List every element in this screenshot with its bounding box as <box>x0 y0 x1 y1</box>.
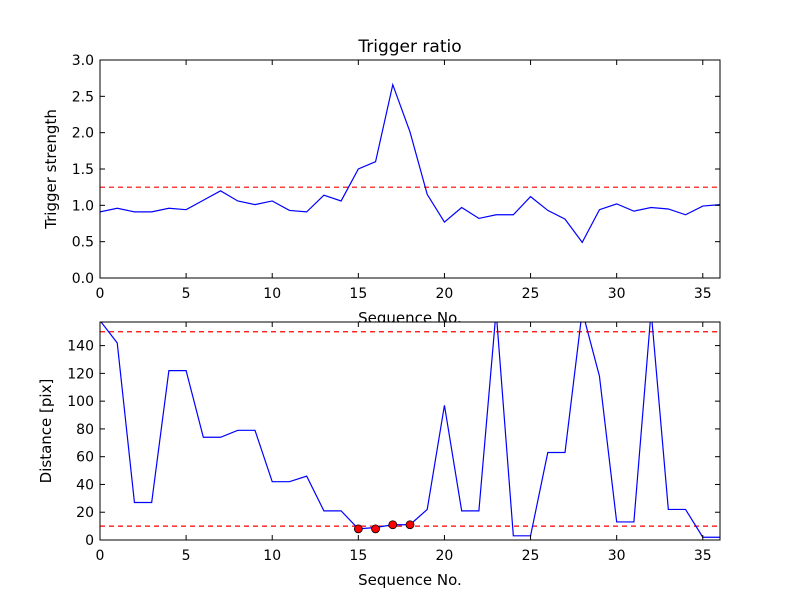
x-ticks: 0 5 10 15 20 25 30 35 <box>96 322 712 564</box>
y-tick-label: 0 <box>85 533 94 549</box>
plot-frame <box>99 321 721 541</box>
plot-area <box>100 60 720 278</box>
y-tick-label: 60 <box>76 450 94 466</box>
x-tick-label: 25 <box>522 286 540 302</box>
marker-group <box>353 520 415 534</box>
y-axis-label: Distance [pix] <box>37 379 55 484</box>
x-tick-label: 0 <box>96 548 105 564</box>
bottom-chart: Sequence No. Distance [pix] 0 5 10 15 20 25 30… <box>37 321 721 589</box>
data-point-marker <box>405 520 415 530</box>
y-tick-label: 100 <box>67 394 94 410</box>
y-tick-label: 0.5 <box>72 235 94 251</box>
x-tick-label: 5 <box>182 286 191 302</box>
x-tick-label: 35 <box>694 286 712 302</box>
y-ticks: 0 20 40 60 80 100 120 140 <box>67 339 720 549</box>
y-tick-label: 3.0 <box>72 53 94 69</box>
series-group <box>100 82 720 244</box>
x-tick-label: 10 <box>263 286 281 302</box>
y-tick-label: 120 <box>67 366 94 382</box>
y-ticks: 0.0 0.5 1.0 1.5 2.0 2.5 3.0 <box>72 53 720 287</box>
x-tick-label: 30 <box>608 286 626 302</box>
y-tick-label: 1.0 <box>72 198 94 214</box>
y-tick-label: 1.5 <box>72 162 94 178</box>
x-tick-label: 5 <box>182 548 191 564</box>
x-axis-label: Sequence No. <box>358 571 462 589</box>
x-tick-label: 35 <box>694 548 712 564</box>
x-tick-label: 10 <box>263 548 281 564</box>
x-tick-label: 15 <box>349 548 367 564</box>
data-point-marker <box>353 524 363 534</box>
data-point-marker <box>371 524 380 534</box>
x-tick-label: 30 <box>608 548 626 564</box>
plot-frame <box>99 59 721 279</box>
y-tick-label: 2.0 <box>72 126 94 142</box>
y-tick-label: 80 <box>76 422 94 438</box>
x-ticks: 0 5 10 15 20 25 30 35 <box>96 60 712 302</box>
y-tick-label: 140 <box>67 339 94 355</box>
top-chart: Trigger ratio Sequence No. Trigger stren… <box>42 37 721 327</box>
series-line <box>100 82 720 244</box>
plot-area <box>100 322 720 540</box>
x-tick-label: 20 <box>436 548 454 564</box>
y-tick-label: 0.0 <box>72 271 94 287</box>
y-tick-label: 2.5 <box>72 89 94 105</box>
y-tick-label: 20 <box>76 505 94 521</box>
y-tick-label: 40 <box>76 477 94 493</box>
x-tick-label: 25 <box>522 548 540 564</box>
x-tick-label: 0 <box>96 286 105 302</box>
x-tick-label: 20 <box>436 286 454 302</box>
x-tick-label: 15 <box>349 286 367 302</box>
data-point-marker <box>388 520 398 530</box>
chart-title: Trigger ratio <box>357 37 461 57</box>
y-axis-label: Trigger strength <box>42 109 60 230</box>
